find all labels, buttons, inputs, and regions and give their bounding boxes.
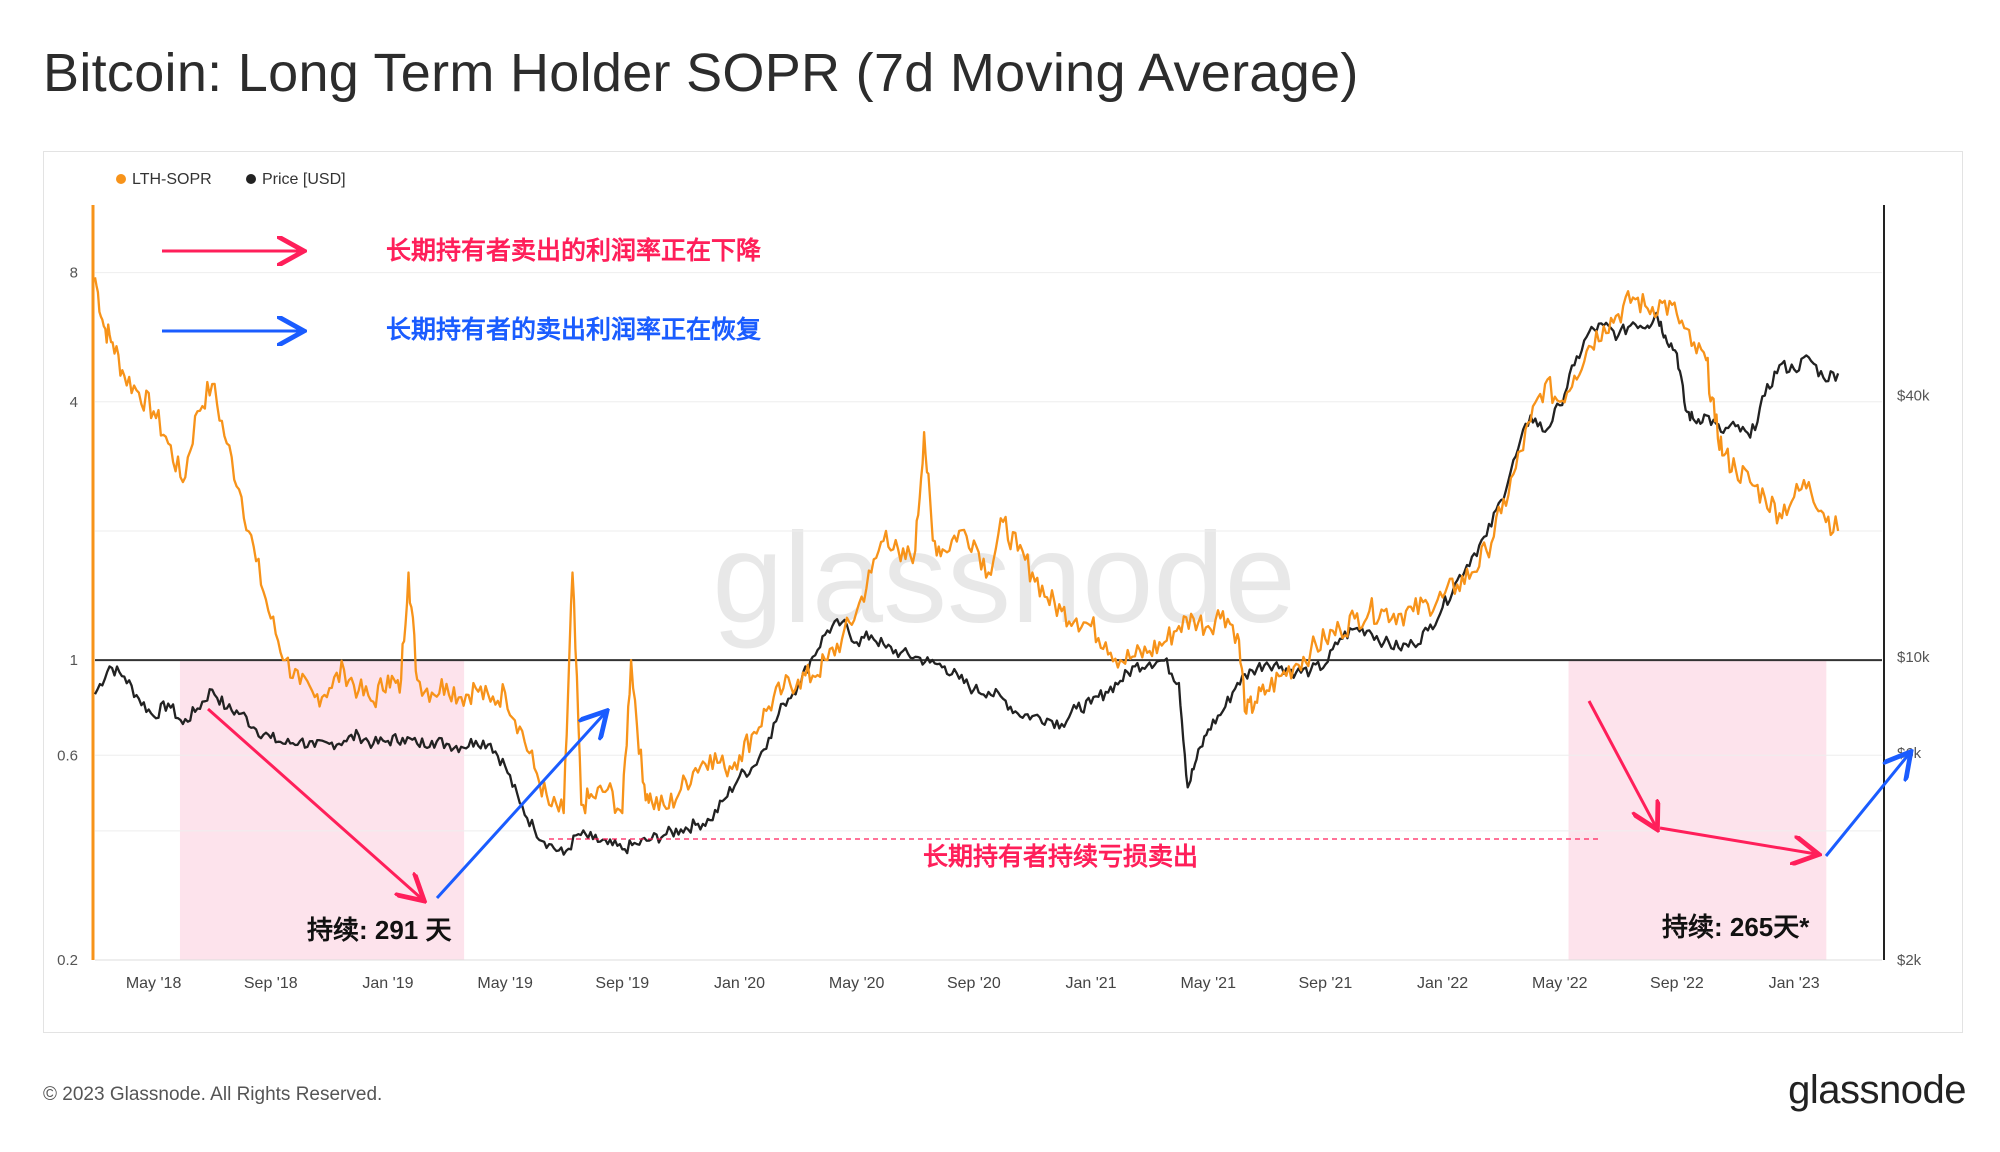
left-axis-ticks: 8 4 1 0.6 0.2 — [57, 265, 78, 969]
left-tick-label-3: 0.6 — [57, 747, 78, 764]
x-tick-label-3: May '19 — [477, 975, 533, 992]
x-tick-label-1: Sep '18 — [244, 975, 298, 992]
left-tick-label-2: 1 — [70, 652, 78, 669]
chart-svg: LTH-SOPR Price [USD] glassnode 8 4 1 0.6 0.2… — [57, 171, 1930, 992]
legend-dot-price — [246, 174, 256, 184]
annotation-loss-selling: 长期持有者持续亏损卖出 — [923, 842, 1198, 871]
x-tick-label-9: May '21 — [1180, 975, 1236, 992]
left-tick-label-4: 0.2 — [57, 952, 78, 969]
right-tick-label-0: $40k — [1897, 388, 1930, 405]
price-series-line — [93, 311, 1840, 856]
left-tick-label-0: 8 — [70, 265, 78, 282]
trend-arrow-2022-decline — [1587, 700, 1656, 827]
right-tick-label-1: $10k — [1897, 649, 1930, 666]
right-tick-label-3: $2k — [1897, 952, 1922, 969]
trend-arrow-2018-decline — [207, 707, 422, 899]
glassnode-logo: glassnode — [1788, 1068, 1966, 1112]
left-tick-label-1: 4 — [70, 394, 78, 411]
legend-price[interactable]: Price [USD] — [262, 171, 346, 188]
x-tick-label-4: Sep '19 — [595, 975, 649, 992]
x-tick-label-0: May '18 — [126, 975, 182, 992]
lth-sopr-series-line — [93, 277, 1840, 815]
right-axis-ticks: $40k $10k $6k $2k — [1897, 388, 1930, 969]
legend-lth-sopr[interactable]: LTH-SOPR — [132, 171, 212, 188]
duration-2018-label: 持续: 291 天 — [307, 915, 452, 945]
watermark: glassnode — [712, 507, 1296, 650]
shaded-periods — [179, 660, 1827, 960]
x-tick-label-5: Jan '20 — [714, 975, 765, 992]
x-tick-label-6: May '20 — [829, 975, 885, 992]
x-axis-ticks: May '18 Sep '18 Jan '19 May '19 Sep '19 Jan '… — [126, 975, 1820, 992]
trend-arrow-2023-recovery — [1824, 754, 1909, 857]
page-title: Bitcoin: Long Term Holder SOPR (7d Movin… — [43, 43, 1359, 103]
duration-2022-label: 持续: 265天* — [1662, 912, 1810, 942]
x-tick-label-8: Jan '21 — [1065, 975, 1116, 992]
legend-dot-lth-sopr — [116, 174, 126, 184]
annotation-profit-recovering: 长期持有者的卖出利润率正在恢复 — [386, 315, 762, 344]
x-tick-label-12: May '22 — [1532, 975, 1588, 992]
annotation-profit-declining: 长期持有者卖出的利润率正在下降 — [386, 236, 762, 265]
x-tick-label-2: Jan '19 — [362, 975, 413, 992]
trend-arrow-2022-low — [1659, 826, 1816, 854]
chart-panel: LTH-SOPR Price [USD] glassnode 8 4 1 0.6 0.2… — [43, 151, 1963, 1033]
x-tick-label-14: Jan '23 — [1769, 975, 1820, 992]
x-tick-label-10: Sep '21 — [1299, 975, 1353, 992]
x-tick-label-11: Jan '22 — [1417, 975, 1468, 992]
x-tick-label-7: Sep '20 — [947, 975, 1001, 992]
x-tick-label-13: Sep '22 — [1650, 975, 1704, 992]
shaded-period-1 — [1568, 660, 1827, 960]
copyright-footer: © 2023 Glassnode. All Rights Reserved. — [43, 1084, 383, 1105]
trend-arrow-2019-recovery — [435, 713, 605, 900]
right-tick-label-2: $6k — [1897, 745, 1922, 762]
